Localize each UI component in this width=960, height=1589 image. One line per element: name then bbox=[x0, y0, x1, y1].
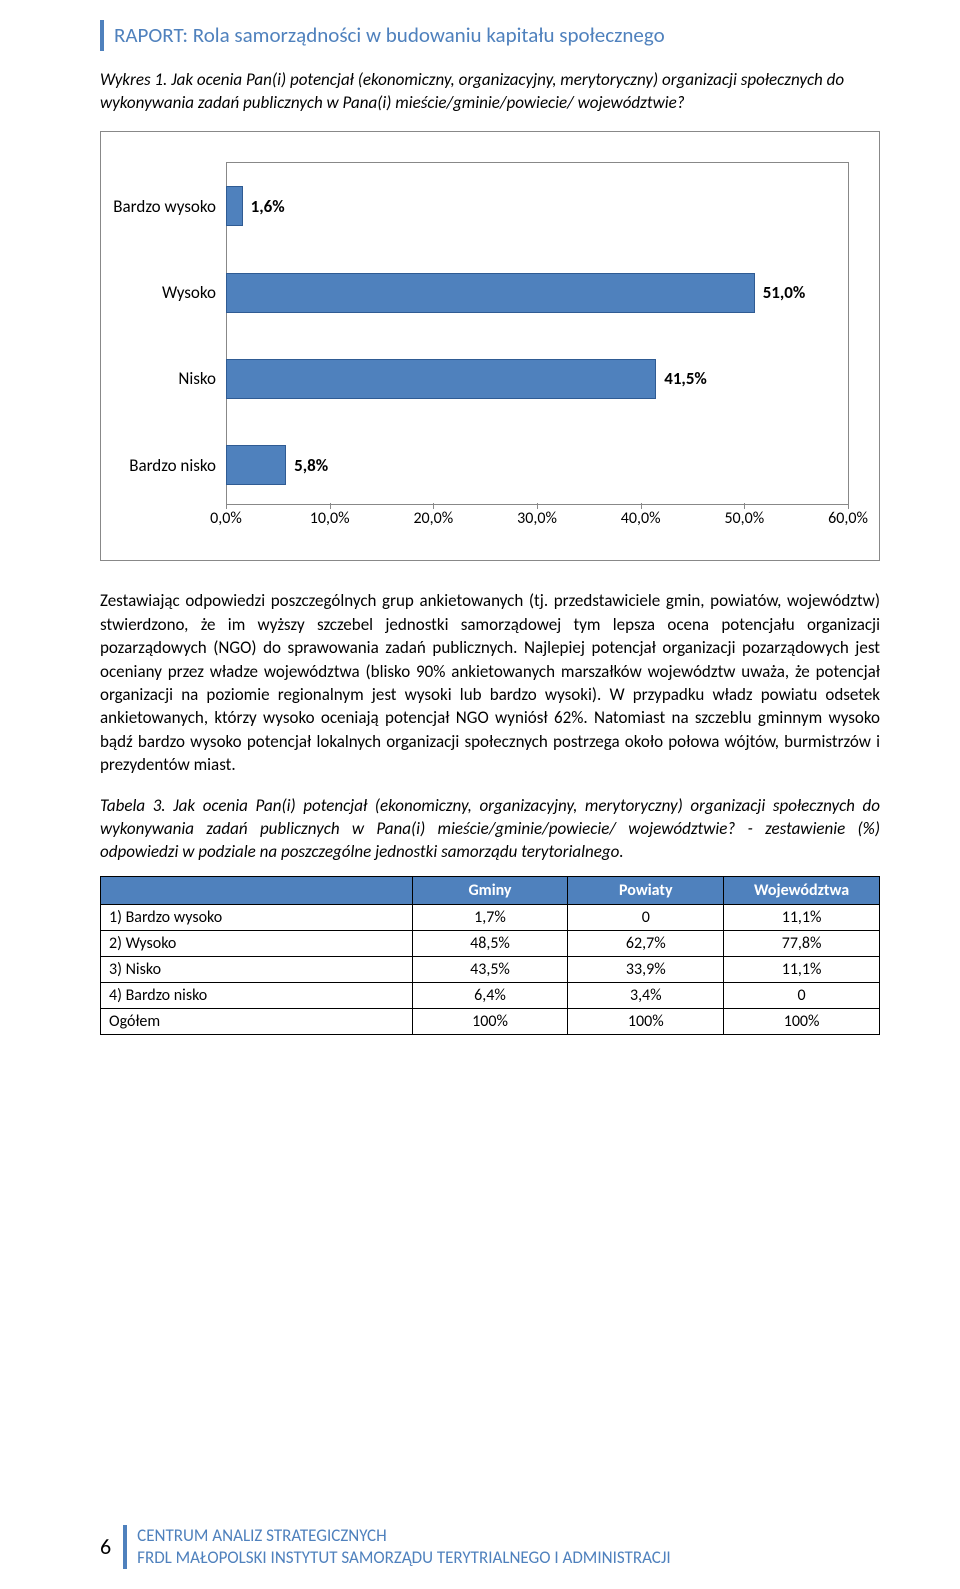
chart-x-tick-label: 0,0% bbox=[210, 509, 242, 528]
table-row: 1) Bardzo wysoko1,7%011,1% bbox=[101, 904, 880, 930]
table-row: Ogółem100%100%100% bbox=[101, 1008, 880, 1034]
table-cell: 0 bbox=[568, 904, 724, 930]
table-cell: 100% bbox=[724, 1008, 880, 1034]
chart-x-tick-label: 20,0% bbox=[413, 509, 453, 528]
table-caption: Tabela 3. Jak ocenia Pan(i) potencjał (e… bbox=[100, 795, 880, 864]
chart-x-tick-label: 60,0% bbox=[828, 509, 868, 528]
figure-caption: Wykres 1. Jak ocenia Pan(i) potencjał (e… bbox=[100, 69, 880, 115]
chart-plot-area: 0,0%10,0%20,0%30,0%40,0%50,0%60,0% Bardz… bbox=[226, 162, 849, 505]
page-header: RAPORT: Rola samorządności w budowaniu k… bbox=[100, 20, 880, 51]
chart-bar-row: Wysoko51,0% bbox=[226, 273, 848, 313]
chart-bar-row: Bardzo nisko5,8% bbox=[226, 445, 848, 485]
chart-bar bbox=[226, 359, 656, 399]
table-cell: 3,4% bbox=[568, 982, 724, 1008]
chart-x-ticks: 0,0%10,0%20,0%30,0%40,0%50,0%60,0% bbox=[226, 509, 848, 533]
table-header-cell: Gminy bbox=[412, 876, 568, 904]
table-cell: 77,8% bbox=[724, 930, 880, 956]
page-number: 6 bbox=[100, 1525, 123, 1569]
chart-x-tick-label: 40,0% bbox=[621, 509, 661, 528]
chart-value-label: 5,8% bbox=[294, 455, 328, 476]
header-accent-bar bbox=[100, 20, 104, 51]
chart-bar-row: Bardzo wysoko1,6% bbox=[226, 186, 848, 226]
chart-bar bbox=[226, 273, 755, 313]
table-cell: 62,7% bbox=[568, 930, 724, 956]
page-footer: 6 CENTRUM ANALIZ STRATEGICZNYCH FRDL MAŁ… bbox=[100, 1525, 880, 1569]
table-row-label: 3) Nisko bbox=[101, 956, 413, 982]
table-row-label: 1) Bardzo wysoko bbox=[101, 904, 413, 930]
footer-line-2: FRDL MAŁOPOLSKI INSTYTUT SAMORZĄDU TERYT… bbox=[137, 1547, 671, 1569]
chart-x-tick-label: 10,0% bbox=[310, 509, 350, 528]
table-cell: 100% bbox=[412, 1008, 568, 1034]
table-cell: 11,1% bbox=[724, 956, 880, 982]
body-paragraph: Zestawiając odpowiedzi poszczególnych gr… bbox=[100, 589, 880, 777]
table-row-label: 4) Bardzo nisko bbox=[101, 982, 413, 1008]
header-title: RAPORT: Rola samorządności w budowaniu k… bbox=[114, 20, 665, 51]
table-header-cell bbox=[101, 876, 413, 904]
chart-value-label: 51,0% bbox=[763, 282, 806, 303]
table-header-cell: Powiaty bbox=[568, 876, 724, 904]
footer-line-1: CENTRUM ANALIZ STRATEGICZNYCH bbox=[137, 1525, 671, 1547]
table-cell: 33,9% bbox=[568, 956, 724, 982]
table-row: 2) Wysoko48,5%62,7%77,8% bbox=[101, 930, 880, 956]
table-cell: 11,1% bbox=[724, 904, 880, 930]
table-header-cell: Województwa bbox=[724, 876, 880, 904]
table-body: 1) Bardzo wysoko1,7%011,1%2) Wysoko48,5%… bbox=[101, 904, 880, 1034]
chart-category-label: Wysoko bbox=[106, 282, 226, 303]
table-cell: 43,5% bbox=[412, 956, 568, 982]
table-row-label: Ogółem bbox=[101, 1008, 413, 1034]
chart-x-tick-label: 50,0% bbox=[724, 509, 764, 528]
chart-value-label: 1,6% bbox=[251, 196, 285, 217]
footer-text: CENTRUM ANALIZ STRATEGICZNYCH FRDL MAŁOP… bbox=[137, 1525, 671, 1569]
table-cell: 48,5% bbox=[412, 930, 568, 956]
table-row: 3) Nisko43,5%33,9%11,1% bbox=[101, 956, 880, 982]
chart-container: 0,0% 10,0% 20,0% 30,0% 40,0% 50,0% 60,0% Bardz… bbox=[100, 131, 880, 561]
table-row: 4) Bardzo nisko6,4%3,4%0 bbox=[101, 982, 880, 1008]
table-cell: 6,4% bbox=[412, 982, 568, 1008]
footer-accent-bar bbox=[123, 1525, 127, 1569]
table-cell: 1,7% bbox=[412, 904, 568, 930]
table-row-label: 2) Wysoko bbox=[101, 930, 413, 956]
chart-bar bbox=[226, 445, 286, 485]
table-cell: 100% bbox=[568, 1008, 724, 1034]
chart-category-label: Bardzo nisko bbox=[106, 455, 226, 476]
chart-category-label: Bardzo wysoko bbox=[106, 196, 226, 217]
chart-category-label: Nisko bbox=[106, 368, 226, 389]
chart-value-label: 41,5% bbox=[664, 368, 707, 389]
chart-bar-row: Nisko41,5% bbox=[226, 359, 848, 399]
table-header-row: GminyPowiatyWojewództwa bbox=[101, 876, 880, 904]
chart-x-tick-label: 30,0% bbox=[517, 509, 557, 528]
data-table: GminyPowiatyWojewództwa 1) Bardzo wysoko… bbox=[100, 876, 880, 1035]
chart-bar bbox=[226, 186, 243, 226]
table-cell: 0 bbox=[724, 982, 880, 1008]
